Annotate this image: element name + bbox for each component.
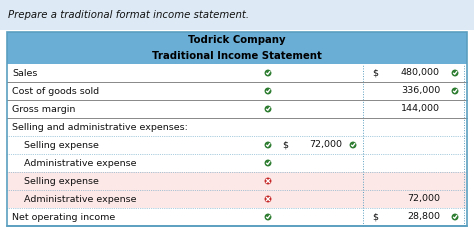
Text: 336,000: 336,000 xyxy=(401,87,440,95)
Circle shape xyxy=(452,88,458,94)
FancyBboxPatch shape xyxy=(8,172,466,190)
Text: Prepare a traditional format income statement.: Prepare a traditional format income stat… xyxy=(8,10,249,20)
Text: 72,000: 72,000 xyxy=(309,141,342,150)
Text: Traditional Income Statement: Traditional Income Statement xyxy=(152,51,322,61)
Circle shape xyxy=(265,70,271,76)
Text: 28,800: 28,800 xyxy=(407,213,440,221)
FancyBboxPatch shape xyxy=(7,64,467,226)
Text: Administrative expense: Administrative expense xyxy=(24,158,137,167)
FancyBboxPatch shape xyxy=(7,48,467,64)
Circle shape xyxy=(452,70,458,76)
FancyBboxPatch shape xyxy=(0,0,474,30)
FancyBboxPatch shape xyxy=(7,32,467,48)
Text: Net operating income: Net operating income xyxy=(12,213,115,221)
Text: 480,000: 480,000 xyxy=(401,68,440,77)
Text: Selling expense: Selling expense xyxy=(24,141,99,150)
Circle shape xyxy=(265,214,271,220)
Circle shape xyxy=(350,142,356,148)
Text: Todrick Company: Todrick Company xyxy=(188,35,286,45)
Text: $: $ xyxy=(372,213,378,221)
Text: Administrative expense: Administrative expense xyxy=(24,194,137,204)
Text: Selling and administrative expenses:: Selling and administrative expenses: xyxy=(12,123,188,131)
Text: Sales: Sales xyxy=(12,68,37,77)
Text: 144,000: 144,000 xyxy=(401,104,440,114)
Circle shape xyxy=(265,196,271,202)
Circle shape xyxy=(265,88,271,94)
Text: $: $ xyxy=(372,68,378,77)
Text: Gross margin: Gross margin xyxy=(12,104,75,114)
Circle shape xyxy=(265,178,271,184)
Circle shape xyxy=(452,214,458,220)
Circle shape xyxy=(265,106,271,112)
Text: $: $ xyxy=(282,141,288,150)
Text: Selling expense: Selling expense xyxy=(24,177,99,185)
Bar xyxy=(7,32,467,226)
Text: Cost of goods sold: Cost of goods sold xyxy=(12,87,99,95)
Circle shape xyxy=(265,160,271,166)
Circle shape xyxy=(265,142,271,148)
Text: 72,000: 72,000 xyxy=(407,194,440,204)
FancyBboxPatch shape xyxy=(8,190,466,208)
